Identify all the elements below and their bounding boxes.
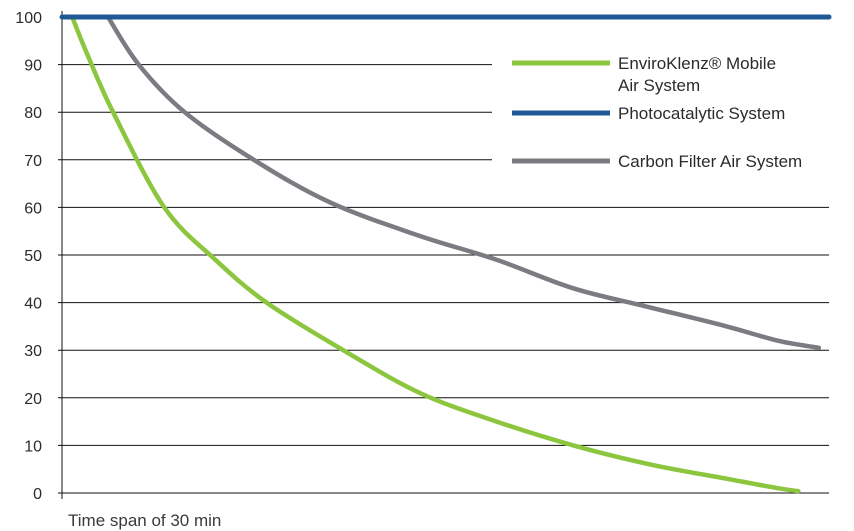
legend: EnviroKlenz® Mobile Air System Photocataly… [512,54,802,171]
series-lines [59,14,832,494]
y-tick-label: 80 [24,105,42,122]
y-tick-label: 100 [15,10,42,27]
y-tick-label: 90 [24,58,42,75]
y-tick-labels: 0 10 20 30 40 50 60 70 80 90 100 [15,10,42,503]
series-line-0 [69,14,801,494]
y-tick-label: 70 [24,153,42,170]
grid-lines [58,64,829,446]
legend-label: Air System [618,76,700,95]
y-tick-label: 10 [24,438,42,455]
y-tick-label: 40 [24,296,42,313]
y-tick-label: 0 [33,486,42,503]
y-tick-label: 30 [24,343,42,360]
legend-label: EnviroKlenz® Mobile [618,54,776,73]
y-tick-label: 20 [24,391,42,408]
y-tick-label: 60 [24,200,42,217]
y-tick-label: 50 [24,248,42,265]
x-axis-title: Time span of 30 min [68,511,221,530]
series-line-2 [105,14,822,351]
legend-label: Carbon Filter Air System [618,152,802,171]
legend-label: Photocatalytic System [618,104,785,123]
